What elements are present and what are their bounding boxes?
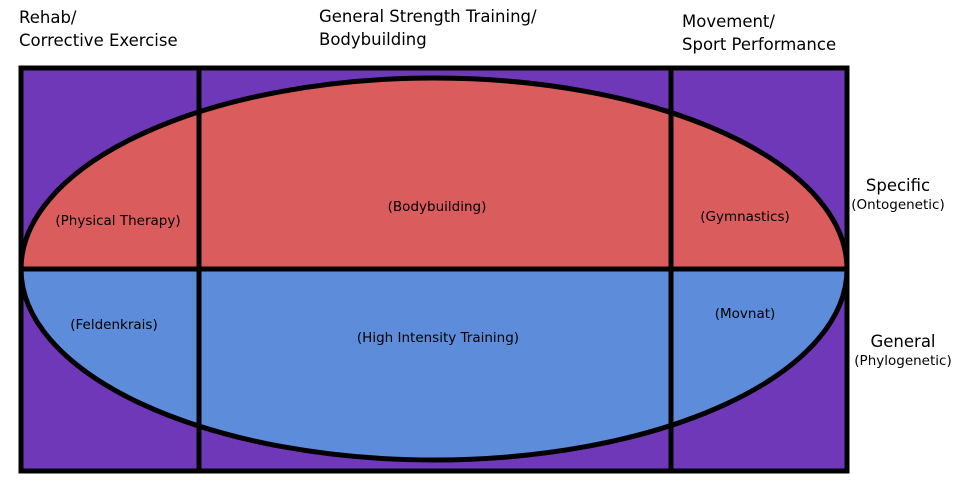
row-header-specific: Specific (Ontogenetic) xyxy=(850,176,946,214)
general-half-ellipse xyxy=(21,269,847,460)
column-header-rehab-line2: Corrective Exercise xyxy=(19,31,178,50)
outer-box-border xyxy=(18,65,850,474)
column-header-strength: General Strength Training/ Bodybuilding xyxy=(319,5,537,51)
row-header-general-label: General xyxy=(870,332,936,351)
row-header-specific-label: Specific xyxy=(865,176,931,195)
column-header-movement: Movement/ Sport Performance xyxy=(682,10,836,56)
column-header-rehab: Rehab/ Corrective Exercise xyxy=(19,6,178,52)
cell-movnat: (Movnat) xyxy=(715,306,776,322)
specific-half-ellipse xyxy=(21,78,847,269)
column-header-movement-line1: Movement/ xyxy=(682,12,775,31)
cell-bodybuilding: (Bodybuilding) xyxy=(388,199,487,215)
cell-high-intensity-training: (High Intensity Training) xyxy=(357,330,519,346)
row-header-specific-sublabel: (Ontogenetic) xyxy=(851,197,945,213)
column-header-rehab-line1: Rehab/ xyxy=(19,8,77,27)
column-header-strength-line1: General Strength Training/ xyxy=(319,7,537,26)
cell-gymnastics: (Gymnastics) xyxy=(700,209,790,225)
row-header-general-sublabel: (Phylogenetic) xyxy=(854,353,952,369)
cell-feldenkrais: (Feldenkrais) xyxy=(70,317,157,333)
column-header-strength-line2: Bodybuilding xyxy=(319,30,427,49)
column-header-movement-line2: Sport Performance xyxy=(682,35,837,54)
row-header-general: General (Phylogenetic) xyxy=(848,332,955,370)
cell-physical-therapy: (Physical Therapy) xyxy=(55,213,180,229)
